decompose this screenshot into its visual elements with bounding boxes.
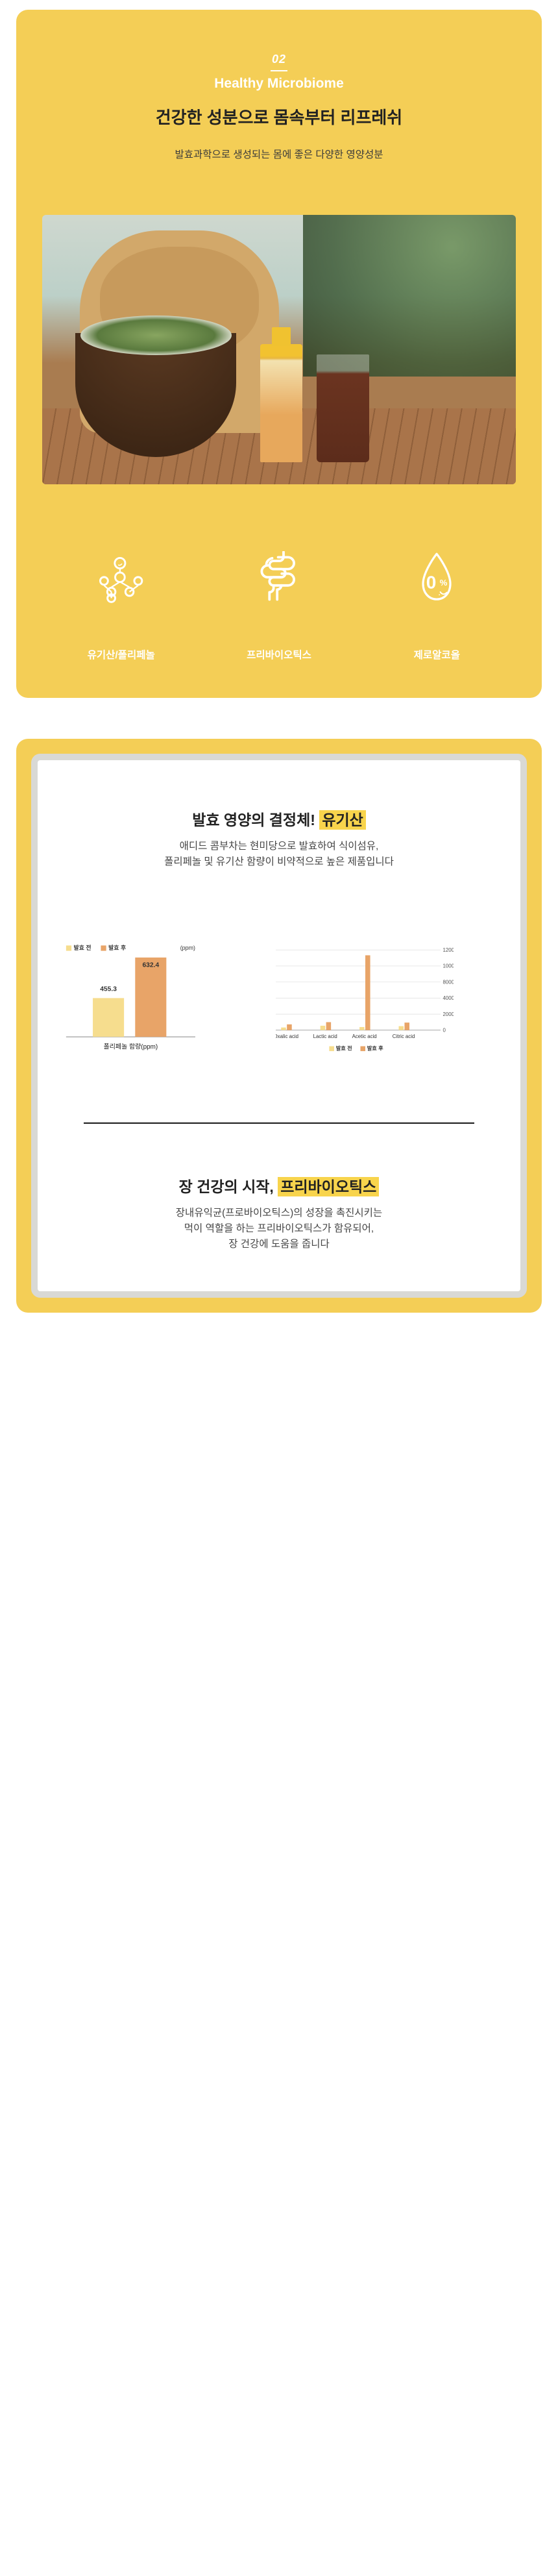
svg-text:Lactic acid: Lactic acid (313, 1034, 337, 1039)
svg-text:폴리페놀 함량(ppm): 폴리페놀 함량(ppm) (103, 1043, 158, 1050)
svg-text:발효 전: 발효 전 (73, 945, 91, 951)
svg-text:발효 후: 발효 후 (108, 945, 126, 951)
svg-text:0: 0 (426, 572, 437, 592)
svg-text:2000: 2000 (443, 1011, 454, 1017)
svg-text:455.3: 455.3 (100, 985, 117, 993)
svg-text:632.4: 632.4 (142, 961, 159, 969)
svg-text:Oxalic acid: Oxalic acid (276, 1034, 298, 1039)
svg-text:Acetic acid: Acetic acid (352, 1034, 376, 1039)
svg-text:4000: 4000 (443, 995, 454, 1001)
svg-text:8000: 8000 (443, 979, 454, 985)
svg-text:발효 후: 발효 후 (367, 1045, 383, 1051)
svg-text:10000: 10000 (443, 963, 454, 969)
svg-text:12000: 12000 (443, 947, 454, 953)
svg-text:Citric acid: Citric acid (392, 1034, 415, 1039)
svg-text:%: % (440, 578, 448, 588)
svg-text:(ppm): (ppm) (180, 945, 195, 951)
svg-text:0: 0 (443, 1027, 446, 1033)
svg-text:발효 전: 발효 전 (335, 1045, 352, 1051)
